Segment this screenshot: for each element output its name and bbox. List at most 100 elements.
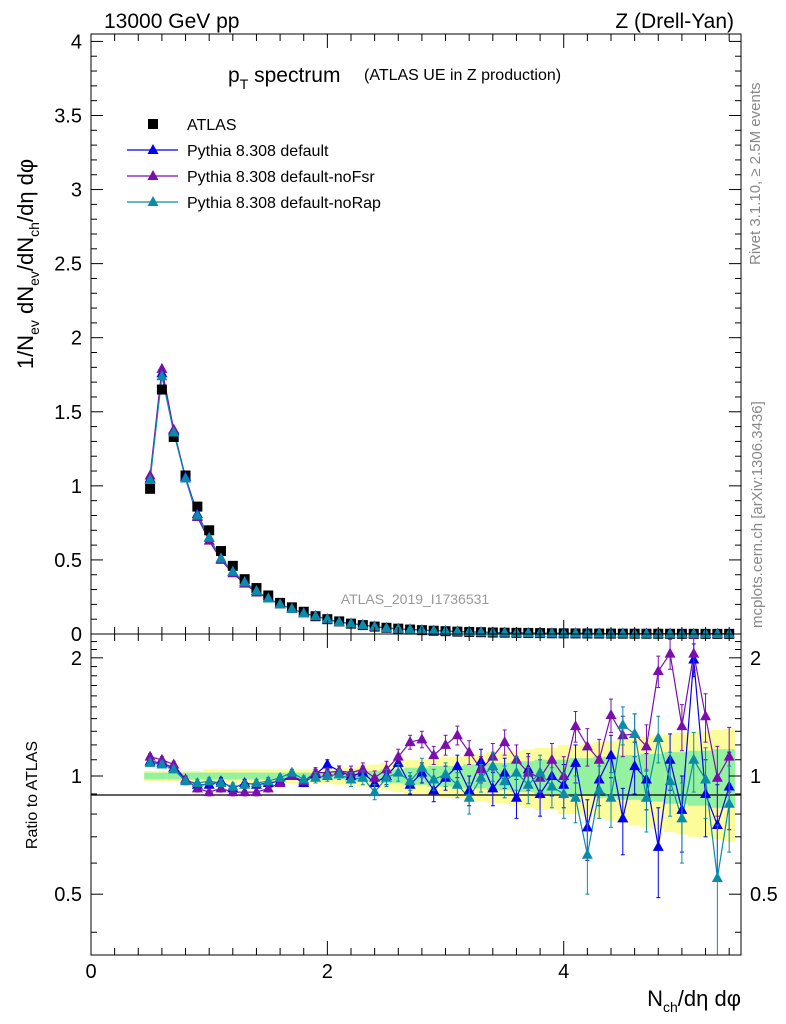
ratio-point [570,756,582,767]
x-tick-label: 2 [322,961,333,983]
y-tick-label: 0 [71,624,82,646]
ratio-point [605,791,617,802]
ratio-point [499,775,511,786]
uncertainty-band-stat [238,772,251,780]
ratio-point [593,784,605,795]
uncertainty-band-stat [616,755,629,800]
ratio-frame [90,633,742,956]
ratio-point [404,736,416,747]
ratio-point [369,786,381,797]
ratio-point [664,775,676,786]
ratio-point [168,763,180,774]
ratio-point [321,758,333,769]
ratio-point [286,766,298,777]
ratio-point [688,753,700,764]
data-point-mc [286,602,298,613]
main-panel: 0 0.5 1 1.5 2 2.5 3 3.5 4 pT spectrum (ATLAS UE … [13,31,742,646]
data-point-mc [168,426,180,437]
data-point-atlas [168,431,179,442]
ratio-point [392,766,404,777]
ratio-point [357,763,369,774]
legend: ATLAS Pythia 8.308 default Pythia 8.308 de… [127,117,381,212]
main-y-ticks: 0 0.5 1 1.5 2 2.5 3 3.5 4 [54,31,741,646]
ratio-point [581,740,593,751]
ratio-point [321,770,333,781]
ratio-point [652,840,664,851]
x-axis-ticks: 0 2 4 [85,34,730,983]
data-point-mc [345,617,357,628]
ratio-point [723,797,735,808]
ratio-point [487,782,499,793]
ratio-point [700,710,712,721]
data-point-atlas [156,384,167,395]
plot-title: pT spectrum [228,64,340,92]
ratio-point [451,729,463,740]
data-point-mc [180,472,192,483]
ratio-y-tick-label: 2 [71,648,82,670]
ratio-point [180,775,192,786]
ratio-point [451,778,463,789]
ratio-point [369,771,381,782]
ratio-point [629,760,641,771]
data-point-mc [191,509,203,520]
ratio-point [345,773,357,784]
y-tick-label: 2 [71,328,82,350]
ratio-point [250,786,262,797]
ratio-point [617,718,629,729]
ratio-point [499,736,511,747]
data-point-mc [310,610,322,621]
ratio-point [522,778,534,789]
y-tick-label: 1 [71,476,82,498]
y-tick-label: 3 [71,180,82,202]
ratio-y-tick-label-right: 0.5 [750,884,778,906]
ratio-point [688,647,700,658]
ratio-point [404,775,416,786]
ratio-point [440,768,452,779]
ratio-point [652,665,664,676]
data-point-atlas [204,525,215,536]
ratio-point [203,775,215,786]
ratio-point [191,782,203,793]
ratio-point [310,771,322,782]
uncertainty-band-stat [652,753,665,802]
ratio-point [191,776,203,787]
ratio-y-tick-label-right: 1 [750,766,761,788]
ratio-y-tick-label: 1 [71,766,82,788]
legend-label: Pythia 8.308 default [187,143,329,160]
analysis-label: ATLAS_2019_I1736531 [341,591,490,607]
ratio-point [380,771,392,782]
ratio-y-tick-label-right: 2 [750,648,761,670]
ratio-point [463,746,475,757]
ratio-point [239,778,251,789]
rivet-label: Rivet 3.1.10, ≥ 2.5M events [747,83,764,266]
uncertainty-band-stat [191,772,204,780]
data-point-mc [227,565,239,576]
ratio-point [475,771,487,782]
ratio-point [605,709,617,720]
ratio-point [652,731,664,742]
mcplots-label: mcplots.cern.ch [arXiv:1306.3436] [749,401,766,628]
legend-marker-mc [147,170,159,180]
uncertainty-band-stat [144,772,156,780]
y-tick-label: 4 [71,31,82,53]
plot-subtitle: (ATLAS UE in Z production) [364,67,561,84]
ratio-point [357,771,369,782]
data-point-mc [321,613,333,624]
uncertainty-band-stat [250,772,263,780]
data-point-mc [711,627,723,638]
data-point-mc [664,627,676,638]
data-point-mc [428,624,440,635]
y-tick-label: 0.5 [54,550,82,572]
ratio-point [345,766,357,777]
x-tick-label: 0 [85,961,96,983]
uncertainty-band-stat [226,772,239,780]
data-point-mc [333,616,345,627]
ratio-point [546,753,558,764]
ratio-point [262,782,274,793]
uncertainty-band-stat [156,772,168,780]
ratio-point [676,720,688,731]
data-point-atlas [145,483,156,494]
ratio-point [274,771,286,782]
ratio-point [428,773,440,784]
